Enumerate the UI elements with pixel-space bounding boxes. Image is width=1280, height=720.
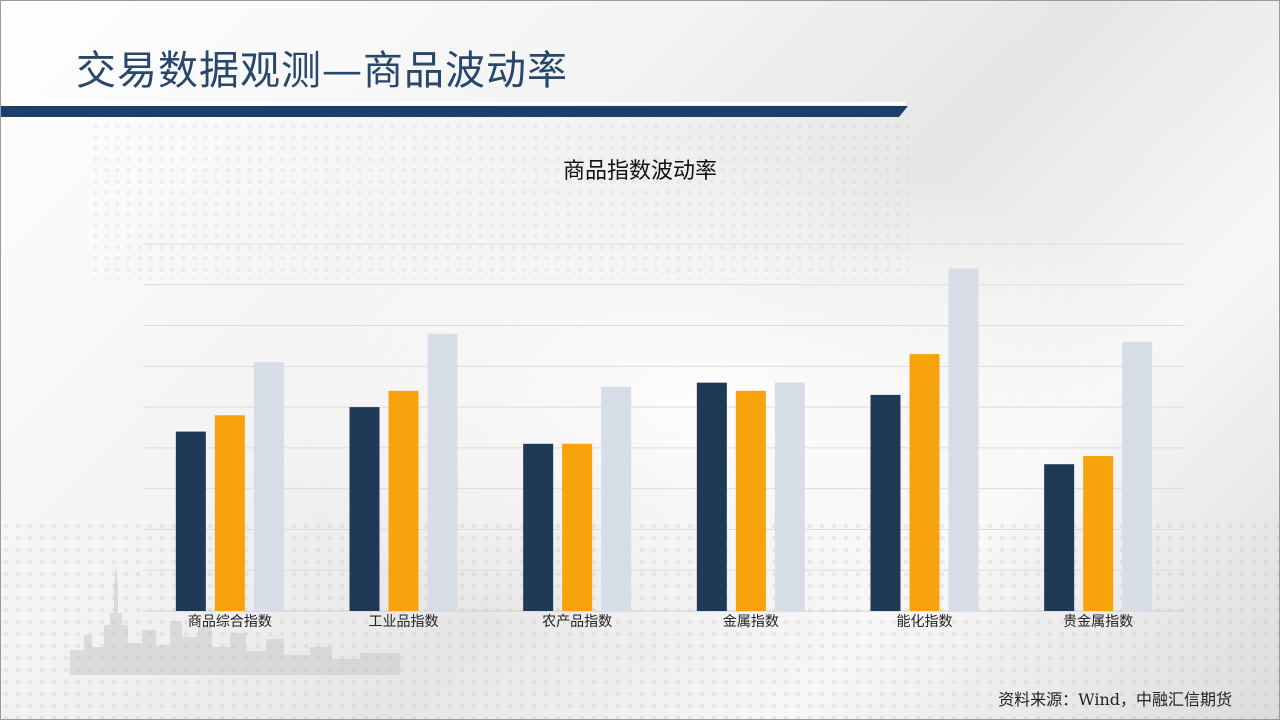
bar-series-2 (909, 354, 940, 611)
bar-series-1 (523, 443, 554, 611)
bar-series-3 (774, 382, 805, 611)
bar-series-2 (388, 390, 419, 611)
x-tick-label: 贵金属指数 (1063, 614, 1133, 630)
bar-series-3 (1122, 341, 1153, 611)
bar-series-1 (175, 431, 206, 611)
bar-series-2 (735, 390, 766, 611)
bar-series-1 (870, 394, 901, 611)
world-map-dots (90, 110, 910, 280)
header-divider-highlight (0, 102, 905, 105)
bar-series-1 (1044, 464, 1075, 611)
bar-series-3 (253, 362, 284, 611)
source-note: 资料来源：Wind，中融汇信期货 (998, 690, 1232, 709)
header-divider-bar (0, 106, 908, 117)
x-tick-label: 商品综合指数 (188, 614, 272, 630)
slide-header: 交易数据观测—商品波动率 (0, 0, 1280, 118)
x-tick-label: 金属指数 (723, 614, 779, 630)
chart-title: 商品指数波动率 (562, 159, 717, 184)
bar-series-2 (1083, 456, 1114, 611)
bar-series-1 (696, 382, 727, 611)
x-tick-label: 农产品指数 (542, 614, 612, 630)
bar-series-2 (214, 415, 245, 611)
bar-series-2 (562, 443, 593, 611)
bar-series-1 (349, 407, 380, 611)
city-skyline-graphic (70, 565, 400, 675)
x-tick-label: 工业品指数 (369, 614, 439, 630)
bar-series-3 (948, 268, 979, 611)
x-tick-label: 能化指数 (897, 614, 953, 630)
bar-series-3 (601, 386, 632, 611)
bar-series-3 (427, 333, 458, 611)
page-title: 交易数据观测—商品波动率 (76, 48, 568, 94)
